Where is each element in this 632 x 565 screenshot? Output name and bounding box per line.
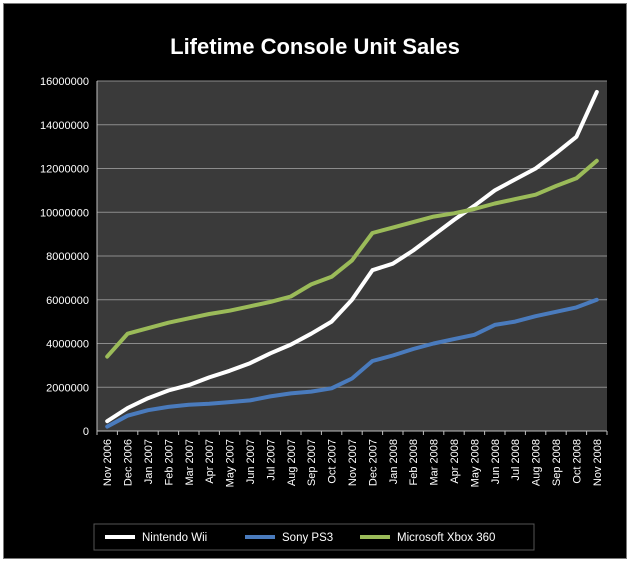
x-tick-label: Sep 2008 (551, 439, 563, 486)
chart-container: Lifetime Console Unit Sales 0 2000000 4000… (3, 3, 627, 559)
legend: Nintendo Wii Sony PS3 Microsoft Xbox 360 (93, 523, 535, 551)
x-tick-label: Oct 2007 (327, 439, 339, 484)
y-tick-label: 0 (83, 426, 89, 438)
x-tick-label: Nov 2006 (102, 439, 114, 486)
x-tick-label: May 2008 (469, 439, 481, 487)
series-lines (105, 89, 599, 429)
x-tick-label: Aug 2008 (531, 439, 543, 486)
line-chart: Lifetime Console Unit Sales 0 2000000 4000… (40, 34, 608, 551)
x-tick-label: Mar 2008 (429, 439, 441, 485)
y-tick-label: 2000000 (46, 382, 89, 394)
x-tick-label: Nov 2008 (592, 439, 604, 486)
legend-label-ps3: Sony PS3 (282, 532, 333, 544)
x-tick-label: Aug 2007 (286, 439, 298, 486)
x-tick-label: Dec 2007 (367, 439, 379, 486)
x-tick-label: Feb 2008 (408, 439, 420, 485)
x-tick-label: Oct 2008 (571, 439, 583, 484)
x-tick-label: Jul 2008 (510, 439, 522, 481)
y-tick-label: 12000000 (40, 164, 89, 176)
x-tick-label: Nov 2007 (347, 439, 359, 486)
series-line-nintendo-wii (105, 89, 599, 424)
chart-title: Lifetime Console Unit Sales (170, 34, 460, 59)
x-tick-label: Feb 2007 (163, 439, 175, 485)
y-tick-label: 16000000 (40, 76, 89, 88)
x-tick-label: Jan 2007 (143, 439, 155, 484)
y-tick-label: 14000000 (40, 120, 89, 132)
x-tick-label: Sep 2007 (306, 439, 318, 486)
x-tick-label: Dec 2006 (123, 439, 135, 486)
x-tick-label: Mar 2007 (184, 439, 196, 485)
y-tick-label: 6000000 (46, 295, 89, 307)
x-tick-label: May 2007 (225, 439, 237, 487)
series-line-microsoft-xbox-360 (105, 158, 599, 359)
y-tick-label: 8000000 (46, 251, 89, 263)
y-tick-label: 4000000 (46, 339, 89, 351)
y-axis-tick-labels: 0 2000000 4000000 6000000 8000000 10000000 120… (40, 76, 89, 438)
x-axis-tick-labels: Nov 2006 Dec 2006 Jan 2007 Feb 2007 Mar 2007… (96, 431, 608, 487)
y-tick-label: 10000000 (40, 207, 89, 219)
x-tick-label: Jun 2008 (490, 439, 502, 484)
x-tick-label: Jan 2008 (388, 439, 400, 484)
x-tick-label: Apr 2008 (449, 439, 461, 484)
x-tick-label: Apr 2007 (204, 439, 216, 484)
x-tick-label: Jul 2007 (265, 439, 277, 481)
x-tick-label: Jun 2007 (245, 439, 257, 484)
legend-label-xbox: Microsoft Xbox 360 (397, 532, 495, 544)
axes (96, 81, 607, 432)
legend-box (93, 523, 535, 551)
legend-label-wii: Nintendo Wii (142, 532, 207, 544)
series-line-sony-ps3 (105, 297, 599, 429)
